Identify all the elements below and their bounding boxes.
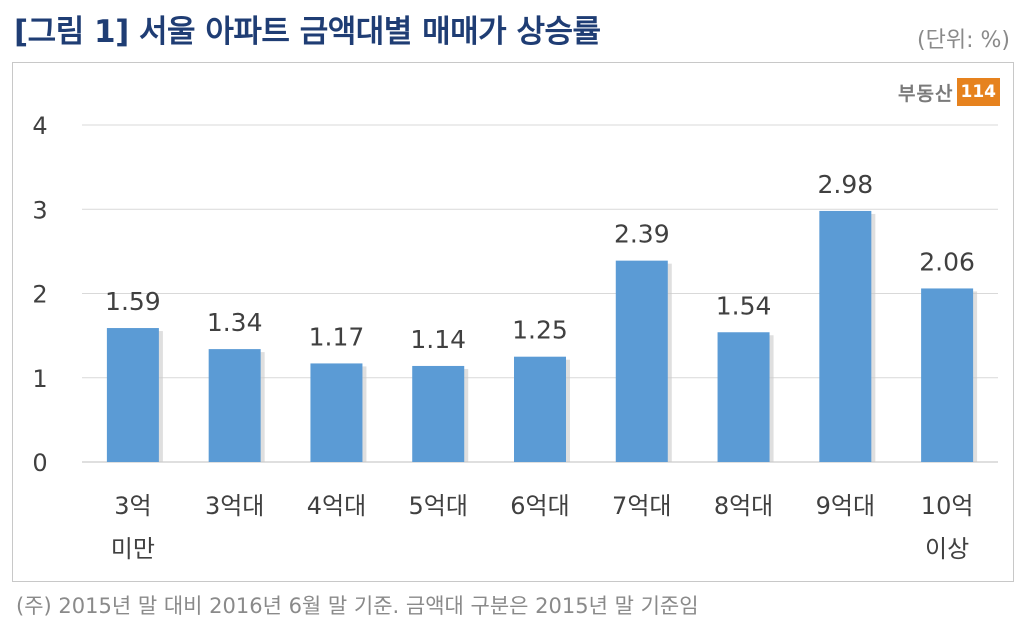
bar	[514, 356, 566, 462]
chart-title: [그림 1] 서울 아파트 금액대별 매매가 상승률	[14, 14, 601, 50]
data-labels: 1.59 1.34 1.17 1.14 1.25 2.39 1.54 2.98 2.06	[105, 170, 975, 354]
bar	[615, 260, 668, 462]
data-label: 1.25	[512, 316, 568, 345]
x-tick-label: 9억대	[816, 492, 875, 520]
data-label: 1.54	[716, 291, 772, 320]
y-tick-label: 2	[32, 281, 47, 309]
unit-label: (단위: %)	[917, 28, 1010, 53]
bar	[412, 365, 465, 462]
y-tick-label: 0	[32, 449, 47, 477]
x-tick-label: 4억대	[307, 492, 366, 520]
logo-text: 부동산	[898, 82, 954, 105]
bar	[106, 328, 159, 462]
x-tick-label: 10억	[921, 492, 974, 520]
data-label: 1.59	[105, 287, 161, 316]
x-tick-label: 7억대	[612, 492, 671, 520]
data-label: 2.98	[817, 170, 873, 199]
y-tick-label: 3	[32, 196, 47, 224]
data-label: 2.06	[919, 247, 975, 276]
bars	[106, 210, 978, 462]
x-tick-label: 3억대	[205, 492, 264, 520]
y-tick-label: 1	[32, 365, 47, 393]
bar	[208, 349, 261, 462]
footnote: (주) 2015년 말 대비 2016년 6월 말 기준. 금액대 구분은 20…	[16, 594, 699, 618]
data-label: 1.17	[309, 322, 365, 351]
bar	[921, 288, 974, 462]
x-tick-label: 미만	[111, 535, 155, 563]
data-label: 1.14	[410, 325, 466, 354]
bar	[717, 332, 770, 462]
bar	[819, 210, 872, 462]
brand-logo: 부동산 114	[898, 78, 1000, 106]
chart-frame	[12, 62, 1014, 582]
x-tick-label: 8억대	[714, 492, 773, 520]
bar	[310, 363, 363, 462]
x-tick-label: 이상	[925, 535, 969, 563]
x-tick-label: 5억대	[409, 492, 468, 520]
y-tick-label: 4	[32, 112, 47, 140]
data-label: 2.39	[614, 220, 670, 249]
x-tick-label: 3억	[114, 492, 151, 520]
logo-badge: 114	[956, 78, 1000, 106]
x-tick-label: 6억대	[510, 492, 569, 520]
y-axis-ticks: 0 1 2 3 4	[32, 112, 47, 477]
data-label: 1.34	[207, 308, 263, 337]
